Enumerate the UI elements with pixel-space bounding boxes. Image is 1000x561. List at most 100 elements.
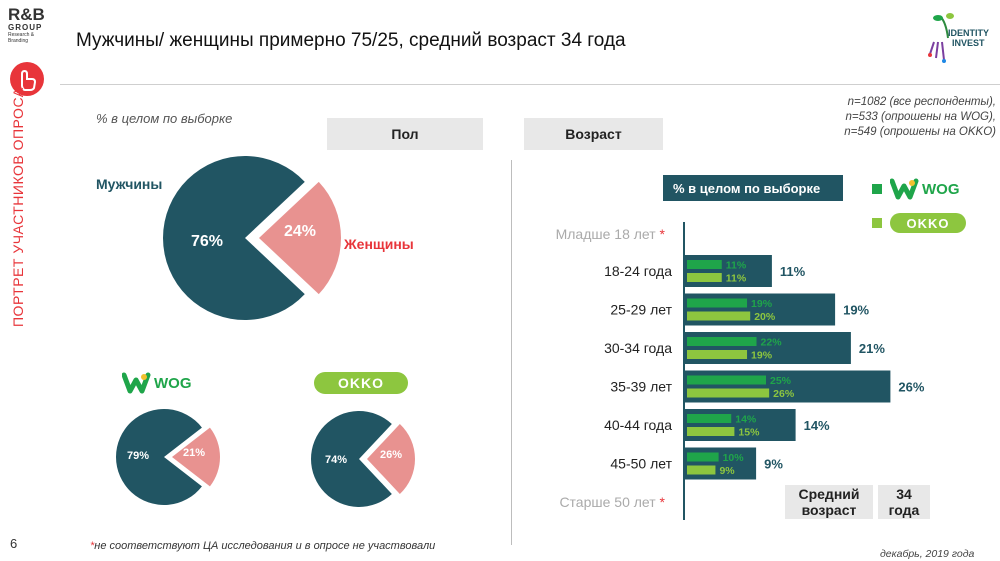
bar-wog: [687, 337, 757, 346]
report-date: декабрь, 2019 года: [880, 548, 975, 560]
legend-wog-swatch: [872, 184, 882, 194]
age-category-label: 25-29 лет: [610, 302, 672, 318]
age-over50-text: Старше 50 лет: [559, 494, 656, 510]
okko-logo: OKKO: [314, 372, 408, 394]
section-divider: [511, 160, 512, 545]
sample-size-note: n=1082 (все респонденты), n=533 (опрошен…: [766, 95, 996, 140]
bar-okko-label: 9%: [719, 465, 735, 477]
footnote-mark: *: [90, 540, 95, 552]
legend-okko-text: OKKO: [906, 215, 950, 231]
avg-age-value-line1: 34: [896, 486, 912, 502]
bar-wog-label: 10%: [723, 452, 745, 464]
bar-okko: [687, 350, 748, 359]
n-line-wog: n=533 (опрошены на WOG),: [845, 111, 996, 123]
bar-okko: [687, 388, 770, 398]
logo-rb-text: R&B: [8, 5, 45, 24]
legend-wog-icon: [890, 178, 919, 200]
bar-okko-label: 15%: [738, 427, 760, 439]
bar-wog: [687, 260, 722, 269]
avg-age-value-line2: года: [888, 502, 920, 518]
wog-female-pct: 21%: [183, 447, 206, 459]
male-label: Мужчины: [96, 176, 163, 192]
avg-age-label-line1: Средний: [798, 486, 860, 502]
bar-wog-label: 11%: [726, 260, 747, 272]
age-category-label: 35-39 лет: [610, 379, 672, 395]
ident-logo-line2: INVEST: [952, 38, 985, 48]
bar-total-label: 26%: [898, 380, 924, 395]
age-under18-text: Младше 18 лет: [555, 226, 656, 242]
age-label-over50: Старше 50 лет *: [545, 494, 665, 510]
logo-group-text: GROUP: [8, 23, 43, 32]
bar-okko-label: 20%: [754, 311, 776, 323]
identity-invest-logo: IDENTITY INVEST: [918, 8, 998, 72]
age-category-label: 45-50 лет: [610, 456, 672, 472]
bar-wog: [687, 452, 719, 462]
age-category-label: 18-24 года: [604, 263, 672, 279]
bar-total-label: 11%: [780, 264, 806, 279]
bar-okko-label: 19%: [751, 350, 773, 362]
n-line-all: n=1082 (все респонденты),: [847, 96, 996, 108]
female-pct-label: 24%: [284, 223, 317, 240]
legend-okko-swatch: [872, 218, 882, 228]
male-pct-label: 76%: [191, 233, 224, 250]
okko-male-pct: 74%: [325, 454, 348, 466]
page-number: 6: [10, 536, 18, 551]
n-line-okko: n=549 (опрошены на OKKO): [844, 126, 996, 138]
age-over50-mark: *: [659, 494, 665, 510]
bar-wog: [687, 414, 732, 423]
bar-okko: [687, 311, 751, 321]
avg-age-value: 34 года: [878, 485, 930, 519]
legend-okko-badge: OKKO: [890, 213, 966, 233]
wog-male-pct: 79%: [127, 450, 150, 462]
gender-header: Пол: [327, 118, 483, 150]
wog-logo: WOG: [121, 372, 202, 396]
avg-age-label: Средний возраст: [785, 485, 873, 519]
ident-logo-line1: IDENTITY: [948, 28, 990, 38]
pie-wog-female-slice: [172, 427, 221, 487]
pie-main-female-slice: [259, 181, 341, 295]
rb-group-logo: R&B GROUP Research & Branding: [8, 6, 54, 44]
bar-okko: [687, 465, 716, 475]
page-title: Мужчины/ женщины примерно 75/25, средний…: [76, 30, 626, 51]
age-axis: [683, 222, 685, 520]
age-header: Возраст: [524, 118, 663, 150]
bar-okko: [687, 427, 735, 436]
bar-okko-label: 11%: [726, 273, 747, 285]
bar-wog-label: 25%: [770, 375, 792, 387]
okko-female-pct: 26%: [380, 449, 403, 461]
avg-age-label-line2: возраст: [801, 502, 857, 518]
bar-total-label: 19%: [843, 303, 869, 318]
bar-wog-label: 19%: [751, 298, 773, 310]
pie-okko: [311, 410, 416, 507]
sample-note: % в целом по выборке: [96, 111, 233, 126]
gender-pies: [116, 156, 416, 507]
okko-logo-text: OKKO: [338, 375, 384, 391]
age-label-under18: Младше 18 лет *: [545, 226, 665, 242]
identity-invest-logo-graphic: [928, 13, 954, 63]
bar-wog: [687, 298, 748, 308]
hand-pointer-glyph: [21, 69, 37, 91]
pie-wog: [116, 409, 221, 506]
pie-okko-female-slice: [367, 424, 416, 494]
bar-total-label: 9%: [764, 457, 783, 472]
legend-wog-text: WOG: [922, 181, 960, 198]
pie-wog-male-slice: [116, 409, 202, 506]
pie-main: [162, 156, 341, 321]
bar-wog: [687, 375, 766, 385]
pie-main-male-slice: [162, 156, 305, 321]
legend-total: % в целом по выборке: [663, 175, 843, 201]
bar-okko: [687, 273, 722, 282]
age-category-label: 40-44 года: [604, 417, 672, 433]
bar-wog-label: 22%: [761, 337, 783, 349]
footnote: *не соответствуют ЦА исследования и в оп…: [90, 540, 435, 552]
header-divider: [60, 84, 1000, 85]
pie-okko-male-slice: [311, 410, 392, 507]
wog-logo-icon: [121, 372, 151, 394]
wog-logo-text: WOG: [154, 375, 192, 392]
bar-okko-label: 26%: [773, 388, 795, 400]
footnote-text: не соответствуют ЦА исследования и в опр…: [94, 540, 436, 552]
age-category-label: 30-34 года: [604, 340, 672, 356]
hand-pointer-icon: [10, 62, 44, 96]
bar-total-label: 21%: [859, 341, 885, 356]
